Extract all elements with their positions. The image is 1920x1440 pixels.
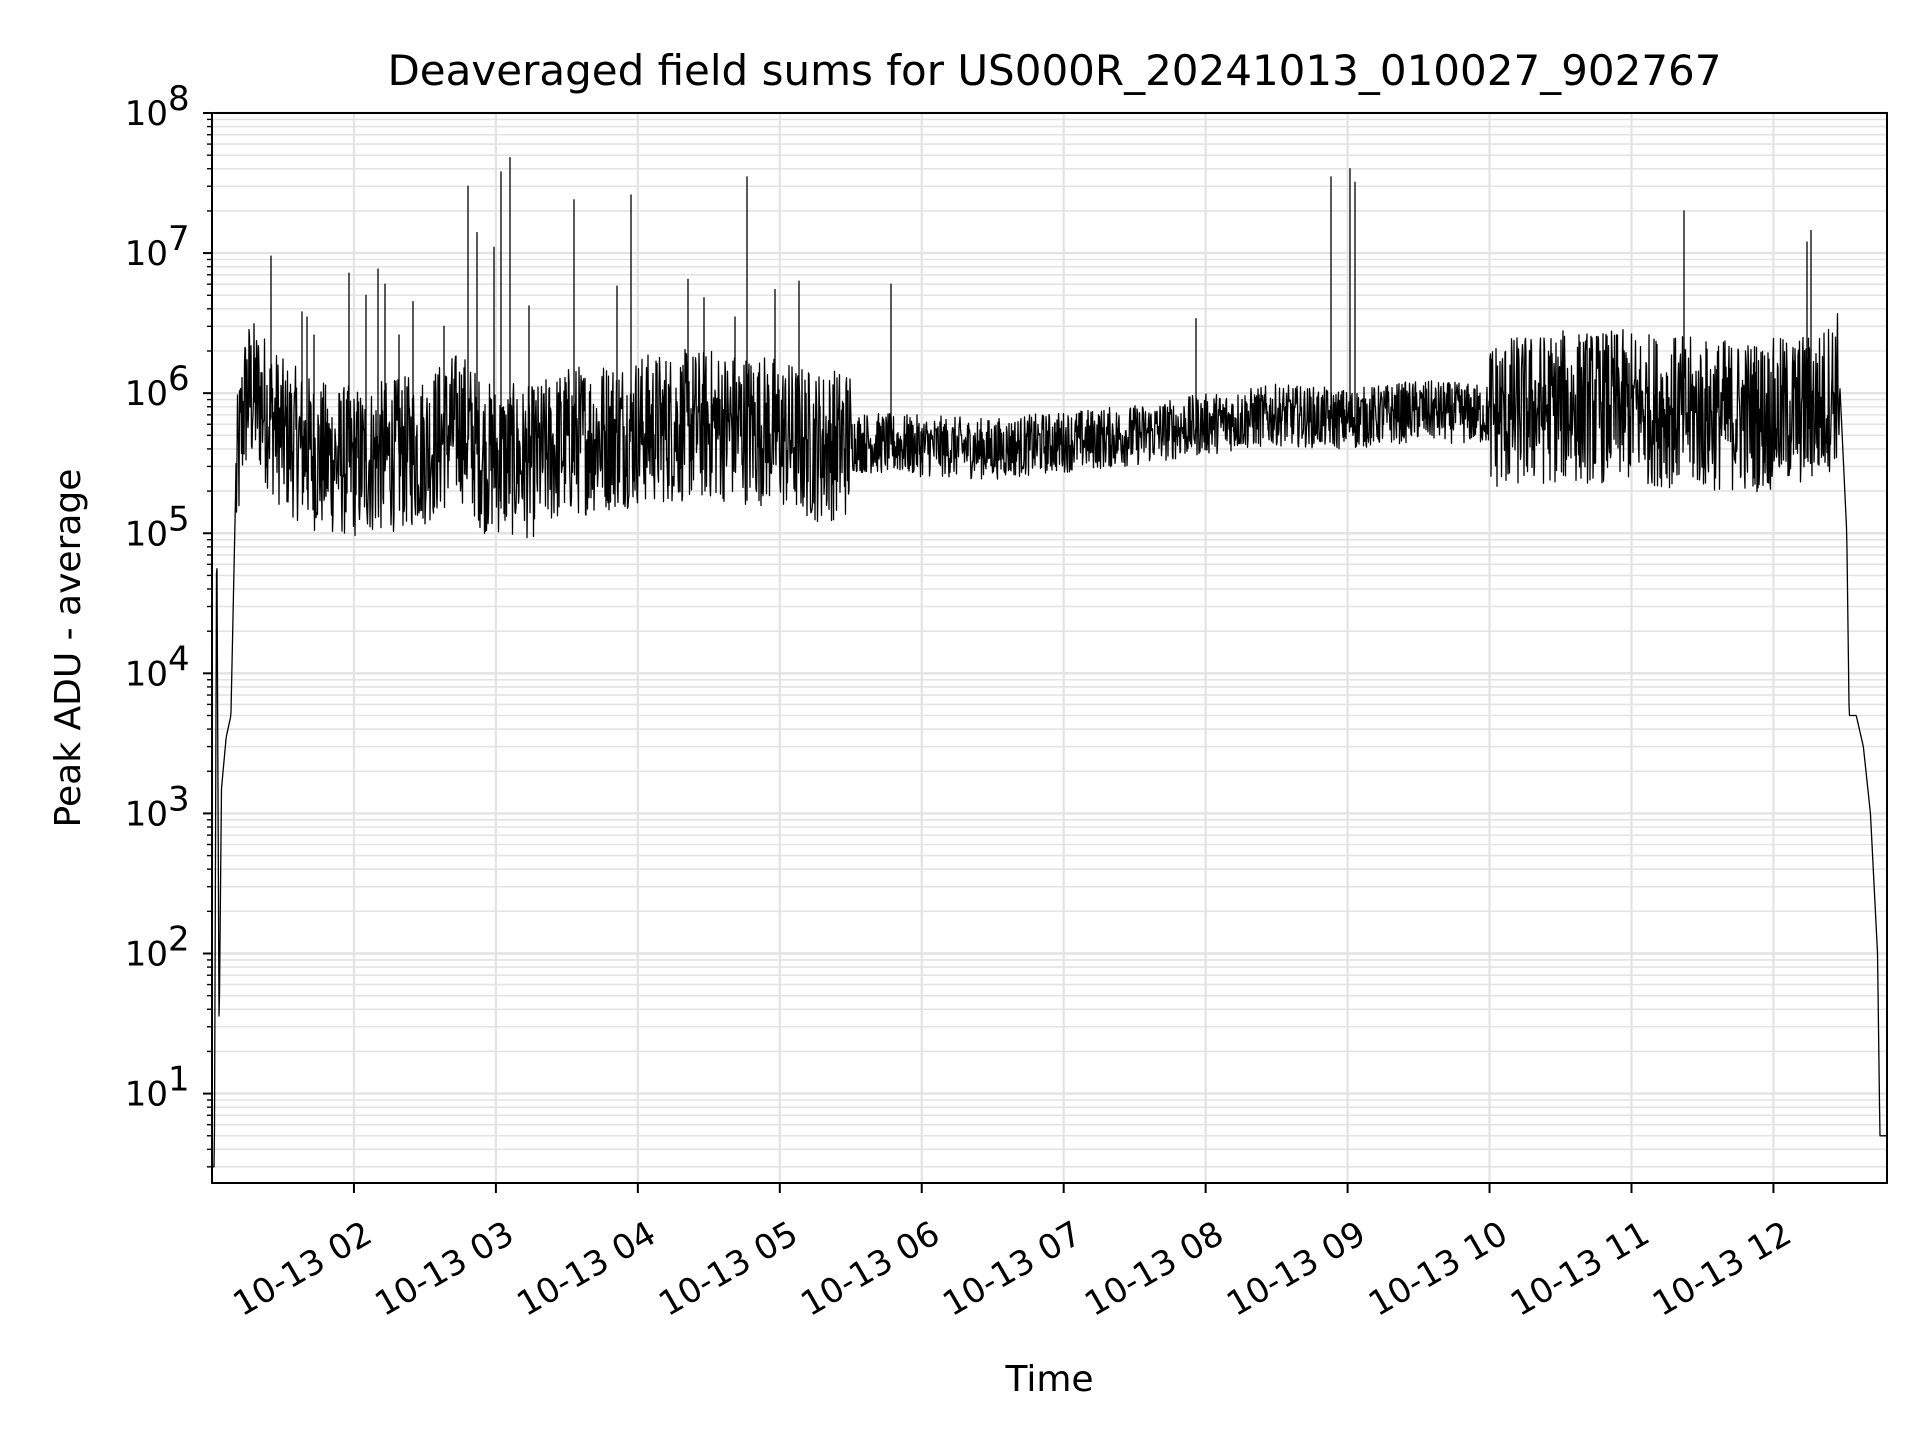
y-tick-exponent: 6: [168, 359, 190, 399]
y-tick-exponent: 4: [168, 639, 190, 679]
series-line: [211, 157, 1888, 1168]
chart-title: Deaveraged field sums for US000R_2024101…: [387, 46, 1721, 95]
y-tick-exponent: 1: [168, 1060, 190, 1100]
y-tick-label: 10: [125, 94, 168, 134]
grid: [212, 111, 1887, 1183]
y-tick-label: 10: [125, 234, 168, 274]
x-axis-label: Time: [1004, 1359, 1093, 1400]
y-tick-exponent: 8: [168, 79, 190, 119]
y-tick-exponent: 5: [168, 499, 190, 539]
plot-frame: [211, 112, 1888, 1184]
y-tick-label: 10: [125, 935, 168, 975]
y-tick-label: 10: [125, 514, 168, 554]
y-tick-exponent: 3: [168, 779, 190, 819]
series-layer: [211, 157, 1888, 1168]
y-tick-label: 10: [125, 374, 168, 414]
y-tick-label: 10: [125, 1075, 168, 1115]
y-tick-label: 10: [125, 794, 168, 834]
y-tick-exponent: 7: [168, 219, 190, 259]
y-tick-label: 10: [125, 654, 168, 694]
y-tick-exponent: 2: [168, 920, 190, 960]
y-axis-label: Peak ADU - average: [48, 469, 89, 828]
